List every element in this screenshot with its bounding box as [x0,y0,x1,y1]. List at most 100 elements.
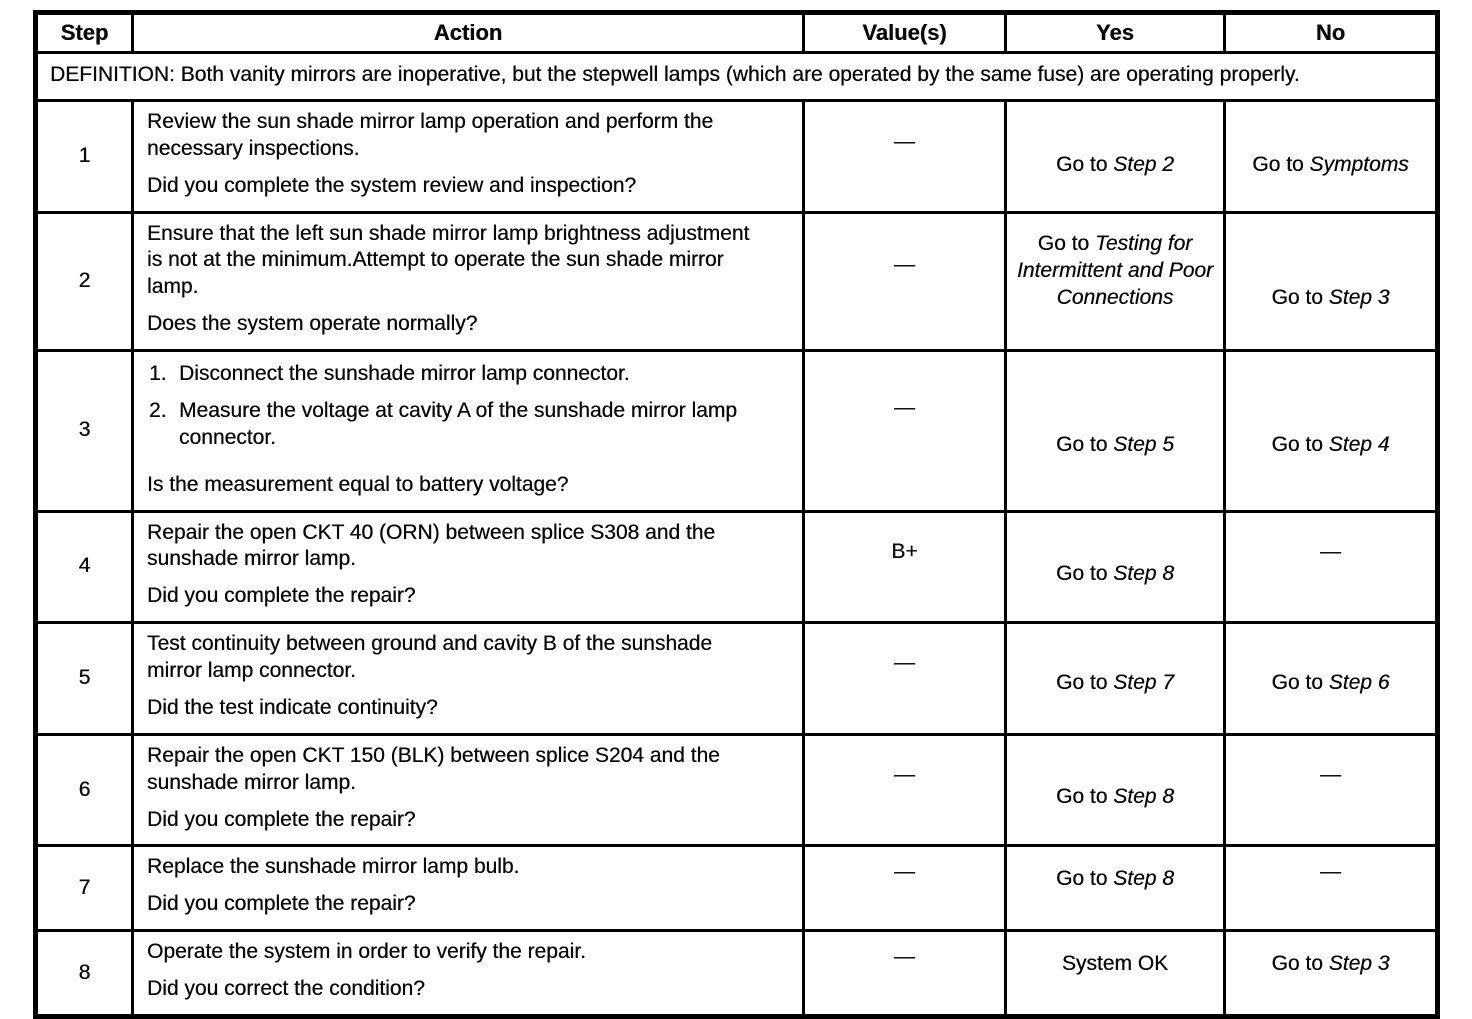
table-row: 6 Repair the open CKT 150 (BLK) between … [34,732,1439,848]
table-row: 8 Operate the system in order to verify … [34,929,1439,1018]
value-text: — [894,945,915,969]
yes-cell: Go to Step 8 [1004,844,1226,933]
no-cell: Go to Symptoms [1223,98,1439,214]
action-question: Did you correct the condition? [147,977,425,1000]
table-row: 3 1. Disconnect the sunshade mirror lamp … [34,349,1439,513]
column-header-yes: Yes [1004,11,1226,54]
no-result: — [1320,859,1341,883]
action-cell: Repair the open CKT 40 (ORN) between spl… [131,509,805,625]
scanned-page: Step Action Value(s) Yes No DEFINITION: … [33,10,1440,1019]
step-number-cell: 8 [34,929,134,1018]
action-cell: Ensure that the left sun shade mirror la… [131,210,805,352]
action-text: Replace the sunshade mirror lamp bulb. [147,855,520,879]
action-question: Did you complete the repair? [147,584,416,608]
value-cell: — [802,349,1007,513]
yes-result: System OK [1061,952,1169,976]
no-result: Go to Symptoms [1252,153,1409,176]
column-header-values: Value(s) [802,11,1007,54]
definition-row: DEFINITION: Both vanity mirrors are inop… [34,51,1439,102]
step-number-cell: 4 [34,509,134,625]
yes-cell: Go to Step 8 [1004,732,1226,848]
value-cell: — [802,732,1007,848]
no-result: Go to Step 3 [1271,285,1390,309]
action-question: Does the system operate normally? [147,312,478,336]
action-cell: Operate the system in order to verify th… [131,929,805,1018]
value-cell: — [802,98,1007,214]
action-cell: Replace the sunshade mirror lamp bulb. D… [131,844,805,933]
value-text: B+ [891,540,918,564]
action-text: Test continuity between ground and cavit… [147,632,713,682]
action-text: Operate the system in order to verify th… [147,940,586,964]
yes-cell: Go to Testing for Intermittent and Poor … [1004,210,1226,352]
action-question: Did you complete the repair? [147,807,416,831]
action-text: Repair the open CKT 40 (ORN) between spl… [147,520,716,571]
table-row: 7 Replace the sunshade mirror lamp bulb.… [34,844,1439,933]
value-cell: — [802,210,1007,352]
yes-result: Go to Step 2 [1056,153,1174,176]
value-text: — [894,130,915,154]
table-row: 4 Repair the open CKT 40 (ORN) between s… [34,509,1439,625]
action-cell: 1. Disconnect the sunshade mirror lamp co… [131,349,805,513]
action-text: Repair the open CKT 150 (BLK) between sp… [147,743,720,794]
action-cell: Repair the open CKT 150 (BLK) between sp… [131,732,805,848]
column-header-action: Action [131,11,805,54]
yes-cell: Go to Step 2 [1004,98,1226,214]
value-text: — [894,650,915,674]
step-number-cell: 3 [34,349,134,513]
no-result: Go to Step 6 [1271,671,1390,695]
value-cell: B+ [802,509,1007,625]
list-item: 1. Disconnect the sunshade mirror lamp co… [149,362,630,385]
action-question: Did you complete the repair? [147,892,416,916]
action-cell: Test continuity between ground and cavit… [131,621,805,736]
table-row: 1 Review the sun shade mirror lamp opera… [34,98,1439,214]
action-numbered-list: 1. Disconnect the sunshade mirror lamp co… [147,361,779,462]
value-cell: — [802,621,1007,736]
diagnostic-table: Step Action Value(s) Yes No DEFINITION: … [33,10,1440,1019]
no-cell: — [1223,509,1439,625]
no-cell: Go to Step 4 [1223,349,1439,513]
step-number-cell: 2 [34,210,134,352]
no-result: — [1320,540,1341,564]
value-text: — [894,763,915,787]
table-row: 2 Ensure that the left sun shade mirror … [34,210,1439,352]
yes-cell: System OK [1004,929,1226,1018]
yes-result: Go to Testing for Intermittent and Poor … [1016,231,1214,309]
step-number-cell: 1 [34,98,134,214]
header-row: Step Action Value(s) Yes No [34,11,1439,54]
yes-result: Go to Step 7 [1056,671,1174,695]
value-cell: — [802,844,1007,933]
no-cell: Go to Step 3 [1223,210,1439,352]
value-cell: — [802,929,1007,1018]
yes-cell: Go to Step 8 [1004,509,1226,625]
list-item: 2. Measure the voltage at cavity A of the… [149,398,737,449]
value-text: — [894,395,915,419]
value-text: — [894,859,915,883]
column-header-step: Step [34,11,134,54]
no-result: — [1320,763,1341,787]
step-number-cell: 7 [34,844,134,933]
yes-result: Go to Step 5 [1056,433,1174,457]
step-number-cell: 6 [34,732,134,848]
action-text: Review the sun shade mirror lamp operati… [147,109,714,160]
action-question: Did you complete the system review and i… [147,173,637,197]
action-question: Is the measurement equal to battery volt… [147,472,569,496]
no-cell: — [1223,844,1439,933]
no-result: Go to Step 4 [1271,433,1390,457]
no-cell: — [1223,732,1439,848]
yes-result: Go to Step 8 [1056,784,1174,808]
yes-result: Go to Step 8 [1056,866,1174,890]
yes-result: Go to Step 8 [1056,561,1174,585]
yes-cell: Go to Step 5 [1004,349,1226,513]
step-number-cell: 5 [34,621,134,736]
column-header-no: No [1223,11,1439,54]
yes-cell: Go to Step 7 [1004,621,1226,736]
no-cell: Go to Step 3 [1223,929,1439,1018]
table-row: 5 Test continuity between ground and cav… [34,621,1439,736]
action-question: Did the test indicate continuity? [147,695,438,719]
no-cell: Go to Step 6 [1223,621,1439,736]
definition-cell: DEFINITION: Both vanity mirrors are inop… [34,51,1439,102]
value-text: — [894,252,915,276]
action-cell: Review the sun shade mirror lamp operati… [131,98,805,214]
action-text: Ensure that the left sun shade mirror la… [147,221,750,299]
no-result: Go to Step 3 [1271,952,1390,976]
